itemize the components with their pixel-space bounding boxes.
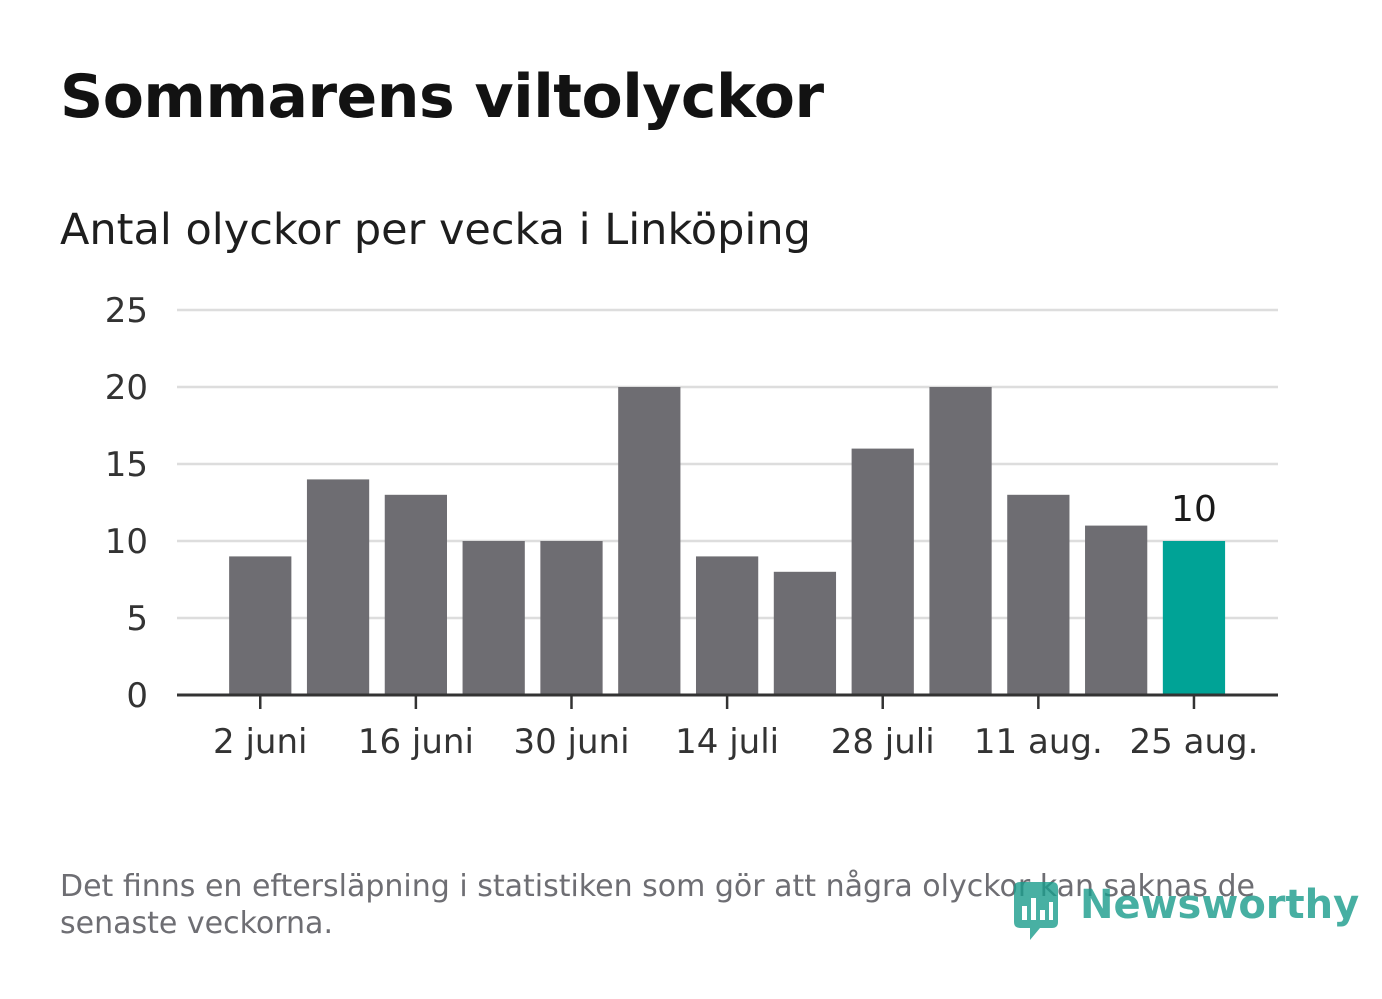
bar <box>540 541 603 695</box>
data-label: 10 <box>1171 489 1217 530</box>
bar-highlight <box>1162 541 1226 695</box>
chart-title: Sommarens viltolyckor <box>60 62 824 132</box>
bar <box>695 556 759 695</box>
bar-chart: 0 5 10 15 20 25 10 2 juni 16 juni 30 juni 14 juli 2… <box>105 291 1278 762</box>
x-tick-label: 11 aug. <box>974 722 1103 762</box>
newsworthy-logo-icon <box>1014 882 1058 940</box>
y-tick-label: 25 <box>105 291 148 331</box>
bar <box>1007 494 1070 695</box>
x-tick-label: 14 juli <box>675 722 779 762</box>
y-tick-label: 10 <box>105 522 148 562</box>
bar <box>384 494 447 695</box>
bar <box>229 556 292 695</box>
y-tick-label: 5 <box>126 599 148 639</box>
bar <box>618 387 681 695</box>
brand-name: Newsworthy <box>1080 882 1360 928</box>
bar <box>462 541 525 695</box>
chart-subtitle: Antal olyckor per vecka i Linköping <box>60 205 811 255</box>
bar <box>851 448 914 695</box>
x-tick-label: 25 aug. <box>1130 722 1259 762</box>
bar <box>773 571 837 695</box>
y-tick-label: 15 <box>105 445 148 485</box>
y-tick-label: 0 <box>126 676 148 716</box>
x-tick-label: 30 juni <box>513 722 629 762</box>
bar <box>1085 525 1148 695</box>
newsworthy-logo: Newsworthy <box>1010 880 1359 944</box>
x-tick-label: 28 juli <box>831 722 935 762</box>
x-tick-label: 2 juni <box>213 722 307 762</box>
y-tick-label: 20 <box>105 368 148 408</box>
bar <box>306 479 370 695</box>
x-tick-label: 16 juni <box>358 722 474 762</box>
bar <box>929 387 992 695</box>
